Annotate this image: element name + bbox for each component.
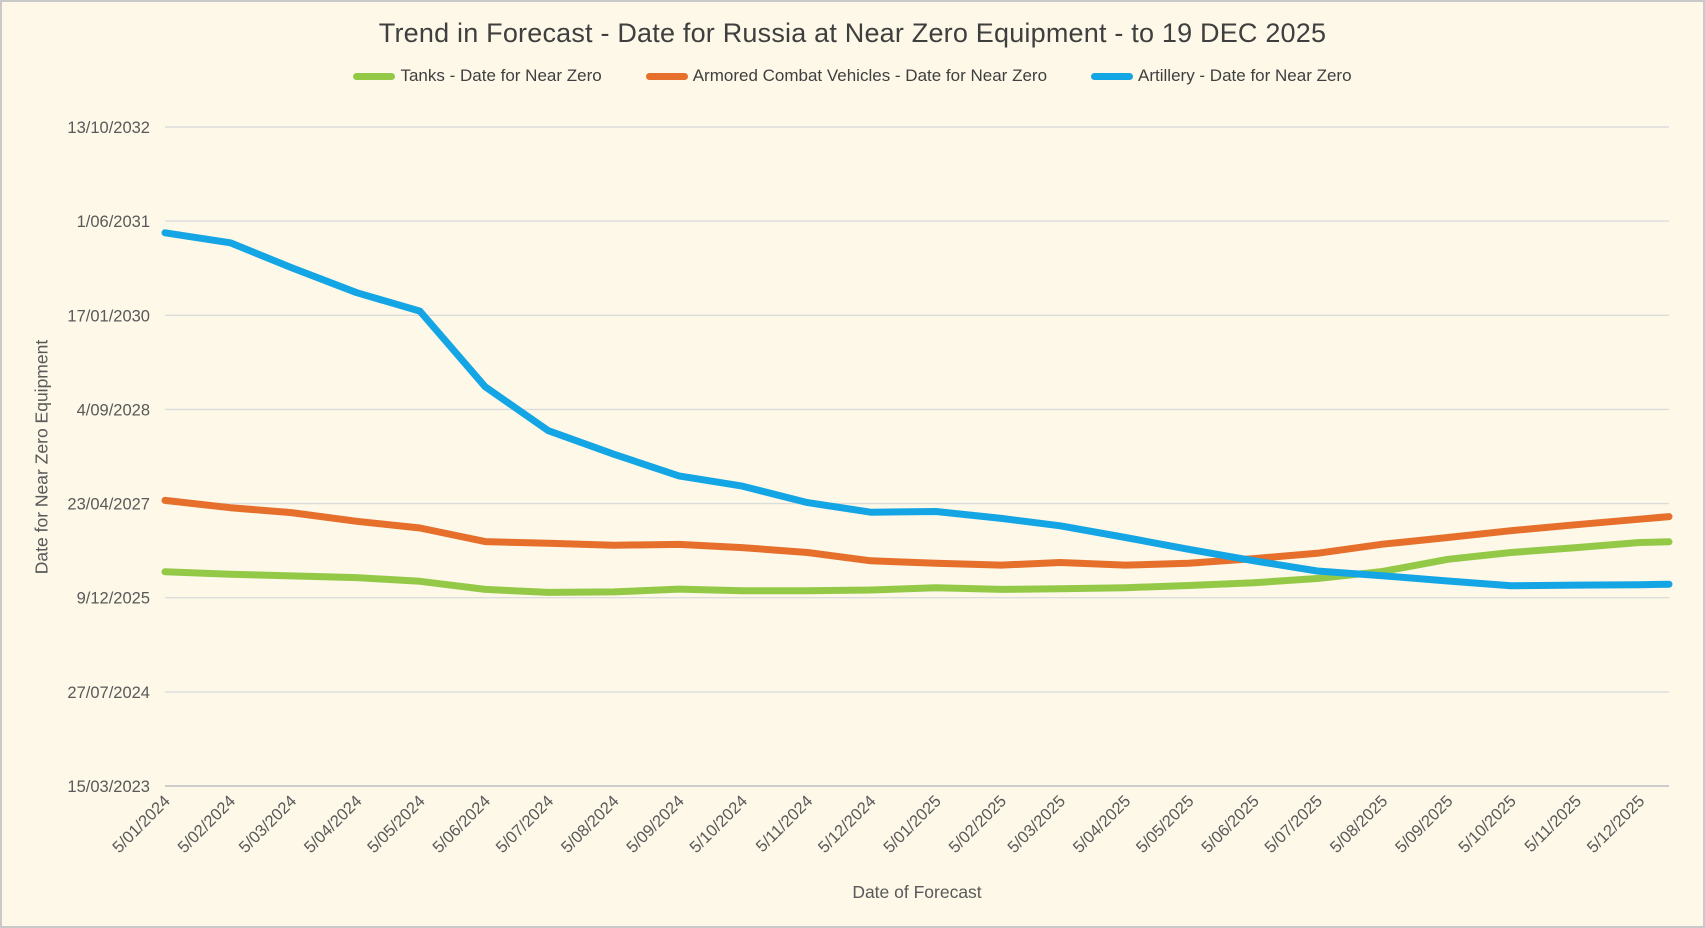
y-tick-label: 15/03/2023 xyxy=(67,778,150,796)
x-tick-label: 5/09/2024 xyxy=(623,792,688,857)
y-tick-label: 27/07/2024 xyxy=(67,684,150,702)
x-tick-label: 5/01/2024 xyxy=(109,792,174,857)
legend-swatch-tanks-icon xyxy=(353,72,396,80)
chart-title: Trend in Forecast - Date for Russia at N… xyxy=(378,18,1327,48)
x-tick-label: 5/08/2025 xyxy=(1327,792,1392,857)
x-tick-label: 5/05/2025 xyxy=(1133,792,1198,857)
x-tick-label: 5/04/2024 xyxy=(301,792,366,857)
x-tick-label: 5/09/2025 xyxy=(1392,792,1457,857)
x-tick-label: 5/11/2024 xyxy=(753,792,817,856)
x-tick-label: 5/08/2024 xyxy=(558,792,623,857)
x-tick-label: 5/06/2025 xyxy=(1198,792,1263,857)
legend-item-artillery[interactable]: Artillery - Date for Near Zero xyxy=(1091,66,1352,86)
legend: Tanks - Date for Near Zero Armored Comba… xyxy=(2,66,1703,86)
x-tick-label: 5/11/2025 xyxy=(1521,792,1585,856)
x-tick-label: 5/02/2024 xyxy=(174,792,239,857)
y-tick-label: 23/04/2027 xyxy=(67,496,150,514)
x-tick-label: 5/02/2025 xyxy=(945,792,1010,857)
series-line-acv[interactable] xyxy=(161,496,1673,569)
x-axis-title: Date of Forecast xyxy=(852,882,982,902)
legend-label-artillery: Artillery - Date for Near Zero xyxy=(1138,66,1352,85)
legend-item-tanks[interactable]: Tanks - Date for Near Zero xyxy=(353,66,602,86)
x-tick-label: 5/05/2024 xyxy=(364,792,429,857)
series-line-tanks[interactable] xyxy=(161,538,1673,596)
x-tick-label: 5/10/2025 xyxy=(1455,792,1520,857)
y-tick-label: 1/06/2031 xyxy=(77,213,150,231)
x-tick-label: 5/03/2024 xyxy=(236,792,301,857)
x-tick-label: 5/07/2024 xyxy=(493,792,558,857)
y-tick-label: 17/01/2030 xyxy=(67,307,150,325)
y-tick-label: 13/10/2032 xyxy=(67,119,150,137)
legend-label-acv: Armored Combat Vehicles - Date for Near … xyxy=(692,66,1048,85)
legend-item-acv[interactable]: Armored Combat Vehicles - Date for Near … xyxy=(645,66,1048,86)
x-tick-label: 5/01/2025 xyxy=(880,792,945,857)
x-tick-label: 5/12/2024 xyxy=(815,792,880,857)
x-tick-label: 5/12/2025 xyxy=(1584,792,1649,857)
legend-label-tanks: Tanks - Date for Near Zero xyxy=(400,66,602,85)
x-tick-label: 5/10/2024 xyxy=(686,792,751,857)
y-tick-label: 9/12/2025 xyxy=(77,590,150,608)
x-tick-label: 5/04/2025 xyxy=(1070,792,1135,857)
y-tick-label: 4/09/2028 xyxy=(77,401,150,419)
x-tick-label: 5/03/2025 xyxy=(1004,792,1069,857)
legend-swatch-acv-icon xyxy=(645,72,688,80)
x-tick-label: 5/07/2025 xyxy=(1261,792,1326,857)
series-line-artillery[interactable] xyxy=(161,229,1673,590)
x-tick-label: 5/06/2024 xyxy=(429,792,494,857)
legend-swatch-artillery-icon xyxy=(1091,72,1134,80)
y-axis-title: Date for Near Zero Equipment xyxy=(31,339,52,575)
